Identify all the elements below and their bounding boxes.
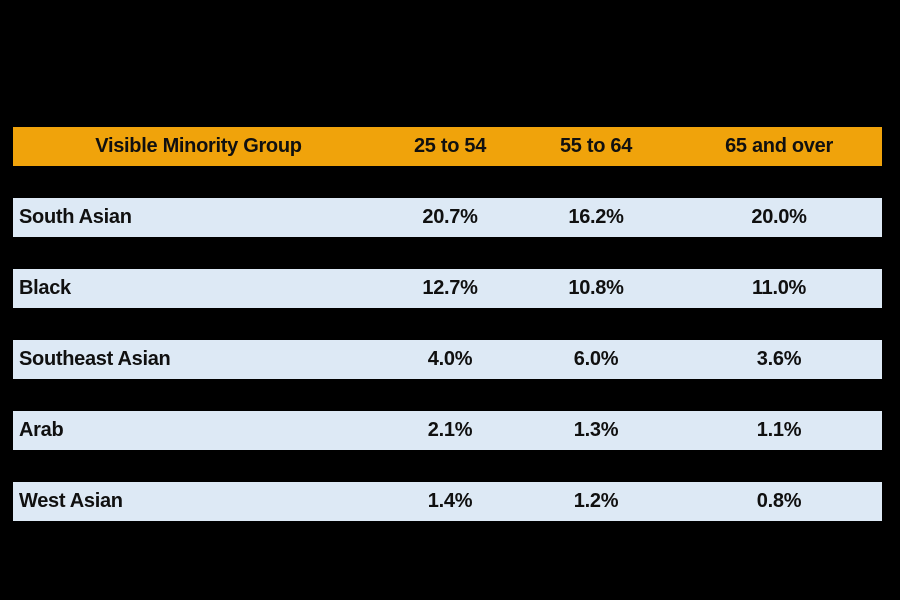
header-age-65-over: 65 and over [725,135,833,157]
group-label: West Asian [19,490,123,512]
group-label: Southeast Asian [19,348,171,370]
value-25-54: 4.0% [427,348,473,370]
value-55-64: 1.2% [573,490,619,512]
value-65-over: 3.6% [756,348,802,370]
header-visible-minority-group: Visible Minority Group [95,135,302,157]
group-label: South Asian [19,206,132,228]
value-65-over: 0.8% [756,490,802,512]
value-55-64: 1.3% [573,419,619,441]
table-row-arab: Arab 2.1% 1.3% 1.1% [13,411,882,450]
value-25-54: 2.1% [427,419,473,441]
value-65-over: 11.0% [751,277,807,299]
value-65-over: 20.0% [751,206,807,228]
value-25-54: 20.7% [422,206,478,228]
value-25-54: 12.7% [422,277,478,299]
value-25-54: 1.4% [427,490,473,512]
header-age-55-64: 55 to 64 [559,135,633,157]
table-row-west-asian: West Asian 1.4% 1.2% 0.8% [13,482,882,521]
group-label: Black [19,277,71,299]
value-55-64: 16.2% [568,206,624,228]
header-age-25-54: 25 to 54 [413,135,487,157]
table-row-black: Black 12.7% 10.8% 11.0% [13,269,882,308]
value-55-64: 6.0% [573,348,619,370]
value-55-64: 10.8% [568,277,624,299]
table-header-row: Visible Minority Group 25 to 54 55 to 64… [13,127,882,166]
group-label: Arab [19,419,64,441]
value-65-over: 1.1% [756,419,802,441]
table-row-southeast-asian: Southeast Asian 4.0% 6.0% 3.6% [13,340,882,379]
table-row-south-asian: South Asian 20.7% 16.2% 20.0% [13,198,882,237]
visible-minority-table: Visible Minority Group 25 to 54 55 to 64… [13,127,882,521]
